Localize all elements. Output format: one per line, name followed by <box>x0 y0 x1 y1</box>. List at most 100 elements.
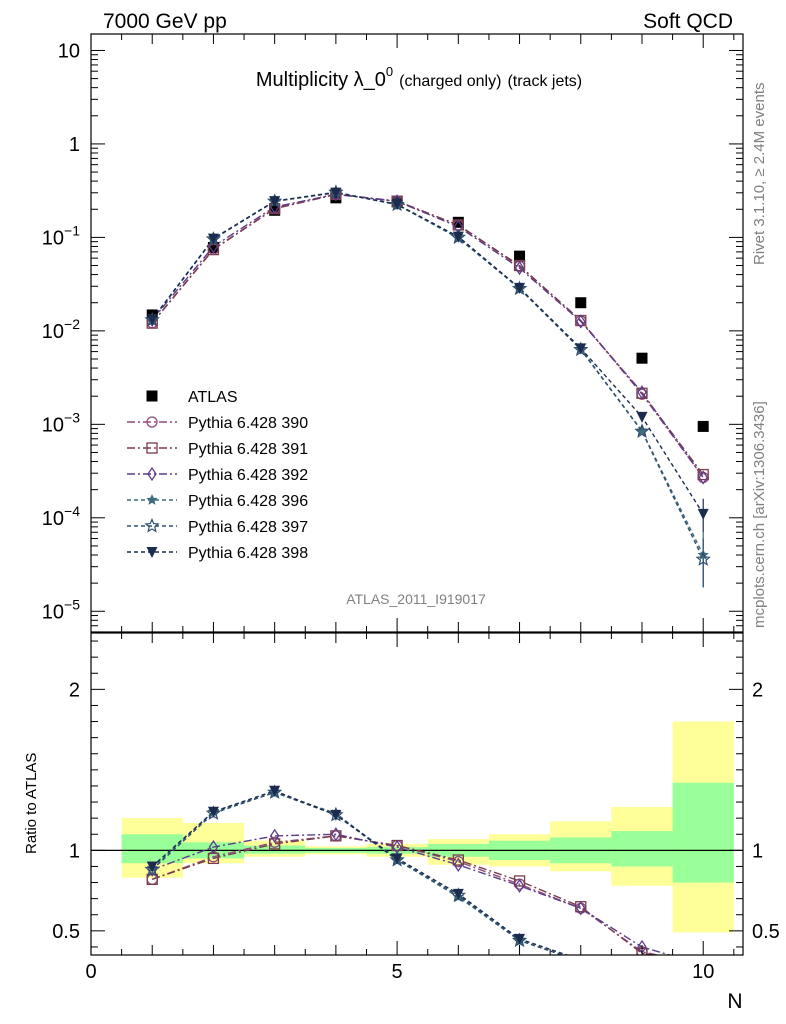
ratio-point-3-6 <box>514 878 525 893</box>
ratio-point-6-0 <box>146 861 158 873</box>
legend-label-0: ATLAS <box>188 389 238 406</box>
main-frame <box>90 33 744 633</box>
point-6-3 <box>330 187 342 199</box>
ratio-point-6-8 <box>636 969 647 980</box>
point-3-6 <box>514 260 525 276</box>
y-tick-base: 10 <box>42 227 64 249</box>
header-right: Soft QCD <box>643 10 733 33</box>
point-0-9 <box>697 420 709 432</box>
y-tick-exp: −4 <box>64 503 80 519</box>
ratio-point-5-8 <box>636 978 648 990</box>
x-tick-label: 0 <box>85 961 96 983</box>
point-3-8 <box>637 385 647 400</box>
ratio-point-6-2 <box>269 785 281 797</box>
point-3-9 <box>698 470 708 485</box>
ratio-y-tick-label-left: 2 <box>69 679 80 701</box>
y-tick-base: 10 <box>42 508 64 530</box>
series-line-3 <box>151 193 704 478</box>
main-title-suffix1: (charged only) <box>399 73 501 90</box>
y-tick-exp: −2 <box>64 316 80 332</box>
side-text-mcplots: mcplots.cern.ch [arXiv:1306.3436] <box>751 401 768 628</box>
x-axis-label: N <box>727 990 742 1013</box>
ratio-point-4-7 <box>575 955 586 966</box>
y-tick-base: 10 <box>42 601 64 623</box>
point-3-7 <box>575 314 586 329</box>
ratio-point-5-7 <box>580 953 582 955</box>
main-title-text: Multiplicity λ_0 <box>256 69 386 91</box>
legend-marker-3 <box>147 466 157 482</box>
ratio-y-tick-label-left: 1 <box>69 840 80 862</box>
ratio-point-3-5 <box>453 857 464 873</box>
legend-label-2: Pythia 6.428 391 <box>188 441 308 458</box>
ratio-point-3-3 <box>331 827 341 842</box>
y-tick-label: 1 <box>69 134 80 156</box>
point-6-0 <box>146 314 158 326</box>
ratio-point-6-1 <box>207 806 219 818</box>
ratio-point-2-2 <box>269 838 281 850</box>
legend-marker-4 <box>146 494 158 505</box>
y-tick-label: 10−2 <box>42 316 80 343</box>
point-0-7 <box>575 297 587 309</box>
legend-marker-5 <box>144 517 160 533</box>
series-line-1 <box>151 193 704 478</box>
header-left: 7000 GeV pp <box>103 10 227 33</box>
side-text-rivet: Rivet 3.1.10, ≥ 2.4M events <box>751 83 768 266</box>
ratio-line-2 <box>151 835 660 955</box>
point-6-4 <box>391 199 403 211</box>
legend-label-5: Pythia 6.428 397 <box>188 519 308 536</box>
point-6-6 <box>514 282 526 294</box>
x-tick-label: 10 <box>692 961 714 983</box>
ratio-point-5-9 <box>697 998 709 1010</box>
band-inner-8 <box>611 831 673 867</box>
y-tick-label: 10−1 <box>42 222 80 249</box>
legend-label-6: Pythia 6.428 398 <box>188 545 308 562</box>
point-0-8 <box>636 352 648 364</box>
main-title: Multiplicity λ_00 (charged only) (track je… <box>256 64 582 91</box>
point-6-2 <box>269 196 281 208</box>
ratio-point-6-3 <box>330 809 342 821</box>
legend-marker-1 <box>146 416 158 428</box>
point-0-5 <box>452 216 464 228</box>
y-tick-base: 10 <box>58 40 80 62</box>
point-6-8 <box>636 411 648 423</box>
y-tick-exp: −1 <box>64 222 80 238</box>
ratio-point-4-9 <box>698 999 709 1010</box>
ratio-ylabel: Ratio to ATLAS <box>23 753 40 854</box>
y-tick-label: 10−3 <box>42 409 80 436</box>
legend-marker-0 <box>146 390 158 402</box>
ratio-panel: 0.5 0.5 1 1 2 2 0 5 10 Ratio to ATLAS N <box>23 632 780 1013</box>
ratio-point-2-0 <box>146 873 158 885</box>
point-5-8 <box>634 423 650 438</box>
ratio-point-6-4 <box>391 853 403 865</box>
legend-marker-6 <box>146 547 158 558</box>
y-tick-label: 10−5 <box>42 596 80 623</box>
point-2-6 <box>513 259 526 272</box>
ratio-point-3-7 <box>575 901 586 916</box>
ratio-frame <box>90 632 744 956</box>
y-tick-exp: −3 <box>64 409 80 425</box>
analysis-label: ATLAS_2011_I919017 <box>346 591 486 607</box>
ratio-point-2-6 <box>513 875 526 887</box>
point-6-7 <box>575 343 587 355</box>
point-2-9 <box>697 468 709 481</box>
point-0-1 <box>207 241 219 253</box>
ratio-line-6 <box>151 790 569 955</box>
legend-label-1: Pythia 6.428 390 <box>188 415 308 432</box>
y-tick-base: 10 <box>42 414 64 436</box>
legend-marker-2 <box>146 442 158 454</box>
x-tick-label: 5 <box>392 961 403 983</box>
y-tick-exp: −5 <box>64 596 80 612</box>
ratio-y-tick-label-right: 1 <box>752 840 763 862</box>
series-line-6 <box>151 191 704 515</box>
y-tick-label: 10 <box>58 40 80 62</box>
ratio-y-tick-label-right: 0.5 <box>752 921 780 943</box>
point-6-1 <box>207 233 219 245</box>
ratio-point-6-6 <box>514 933 526 945</box>
ratio-line-5 <box>151 791 565 955</box>
ratio-point-6-9 <box>698 987 709 998</box>
ratio-point-6-5 <box>452 888 464 900</box>
main-title-suffix2: (track jets) <box>507 73 582 90</box>
point-0-2 <box>269 204 281 216</box>
